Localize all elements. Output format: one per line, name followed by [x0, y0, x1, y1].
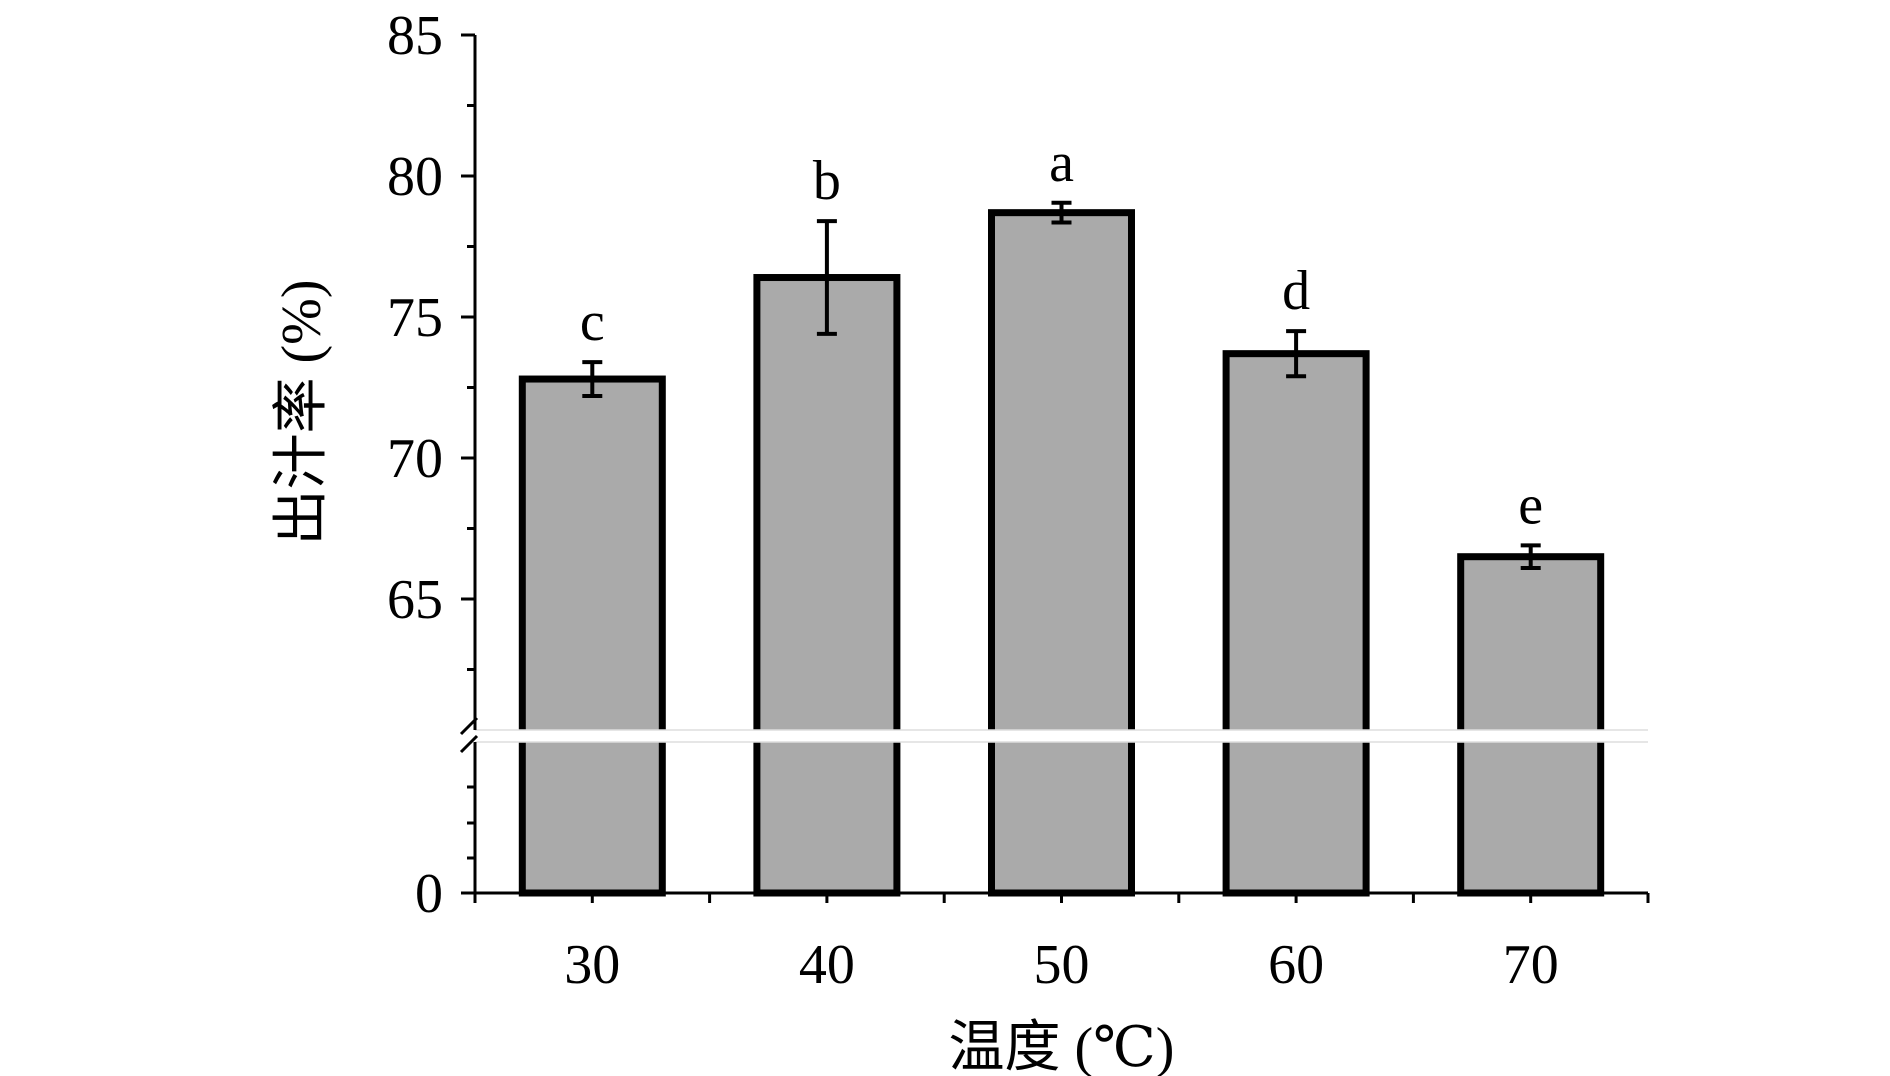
axis-break-slash-top	[459, 716, 479, 736]
y-tick-label-70: 70	[387, 428, 443, 490]
axis-break	[471, 729, 1648, 743]
axes	[459, 33, 1650, 903]
y-tick-label-80: 80	[387, 146, 443, 208]
significance-letter-60: d	[1282, 260, 1310, 322]
y-tick-label-75: 75	[387, 287, 443, 349]
labels-layer: c 30 b 40 a 50 d 60 e 70 0 65 70 75 80 85 温度 (℃) 出汁率 (%)	[271, 5, 1559, 1076]
bar-70	[1457, 553, 1605, 897]
x-tick-label-50: 50	[1034, 934, 1090, 996]
bar-50	[988, 209, 1135, 897]
x-tick-label-70: 70	[1503, 934, 1559, 996]
bar-30	[518, 375, 666, 897]
x-axis-title: 温度 (℃)	[949, 1017, 1175, 1076]
x-tick-label-40: 40	[799, 934, 855, 996]
y-tick-label-0: 0	[415, 863, 443, 925]
y-tick-label-85: 85	[387, 5, 443, 67]
significance-letter-70: e	[1518, 474, 1543, 536]
x-tick-label-60: 60	[1268, 934, 1324, 996]
axis-break-slash-bottom	[459, 734, 479, 754]
x-tick-label-30: 30	[564, 934, 620, 996]
significance-letter-40: b	[813, 150, 841, 212]
bars-layer	[518, 200, 1605, 897]
significance-letter-30: c	[580, 291, 605, 353]
y-axis-title: 出汁率 (%)	[271, 280, 333, 546]
bar-40	[753, 274, 901, 897]
axis-break-band	[471, 730, 1648, 742]
bar-60	[1222, 350, 1370, 897]
significance-letter-50: a	[1049, 132, 1074, 194]
y-tick-label-65: 65	[387, 569, 443, 631]
